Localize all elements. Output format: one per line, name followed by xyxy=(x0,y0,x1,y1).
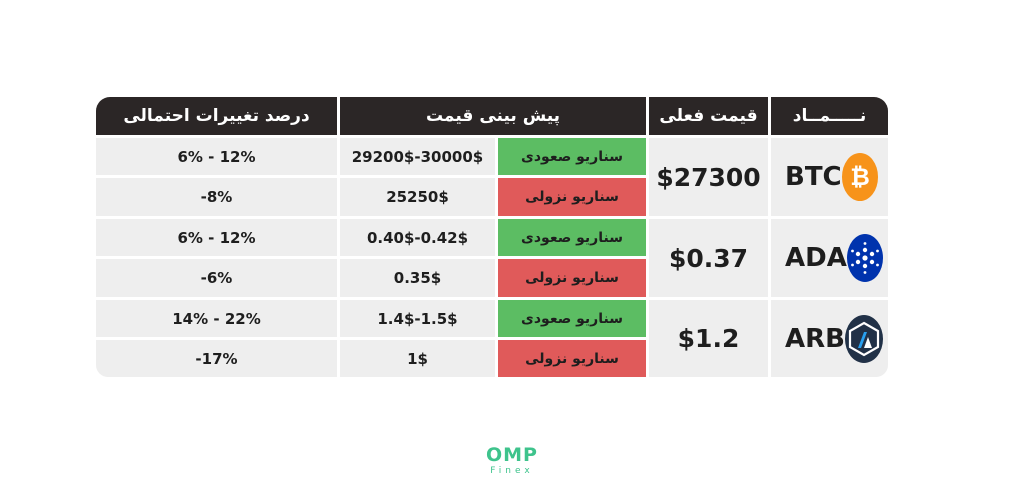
target-arb-up: 1.4$-1.5$ xyxy=(340,300,495,337)
change-arb-down: -17% xyxy=(96,340,337,377)
svg-text:₿: ₿ xyxy=(850,163,870,191)
change-ada-down: -6% xyxy=(96,259,337,297)
change-ada-up: 6% - 12% xyxy=(96,219,337,256)
scenario-bullish-arb: سناریو صعودی xyxy=(498,300,646,337)
symbol-cell-arb: ARB xyxy=(771,300,888,377)
symbol-text: ADA xyxy=(785,243,847,273)
target-arb-down: 1$ xyxy=(340,340,495,377)
omp-finex-logo: OMP Finex xyxy=(472,444,552,480)
logo-sub-text: Finex xyxy=(490,466,534,476)
symbol-text: BTC xyxy=(785,162,842,192)
symbol-cell-btc: BTC ₿ xyxy=(771,138,888,216)
header-forecast-label: پیش بینی قیمت xyxy=(425,106,561,126)
scenario-bearish-ada: سناریو نزولی xyxy=(498,259,646,297)
change-btc-down: -8% xyxy=(96,178,337,216)
header-current-price: قیمت فعلی xyxy=(649,97,768,135)
price-ada: $0.37 xyxy=(649,219,768,297)
header-forecast: پیش بینی قیمت xyxy=(340,97,646,135)
logo-main-text: OMP xyxy=(486,444,538,466)
bitcoin-icon: ₿ xyxy=(841,153,878,201)
cardano-icon xyxy=(846,234,883,282)
change-arb-up: 14% - 22% xyxy=(96,300,337,337)
header-current-price-label: قیمت فعلی xyxy=(659,106,758,126)
header-symbol-label: نـــــمــاد xyxy=(792,106,867,126)
header-change: درصد تغییرات احتمالی xyxy=(96,97,337,135)
target-btc-up: 29200$-30000$ xyxy=(340,138,495,175)
scenario-bearish-btc: سناریو نزولی xyxy=(498,178,646,216)
scenario-bullish-ada: سناریو صعودی xyxy=(498,219,646,256)
arbitrum-icon xyxy=(844,314,883,363)
symbol-text: ARB xyxy=(785,323,845,354)
target-ada-down: 0.35$ xyxy=(340,259,495,297)
price-btc: $27300 xyxy=(649,138,768,216)
header-change-label: درصد تغییرات احتمالی xyxy=(123,106,310,126)
change-btc-up: 6% - 12% xyxy=(96,138,337,175)
target-ada-up: 0.40$-0.42$ xyxy=(340,219,495,256)
header-symbol: نـــــمــاد xyxy=(771,97,888,135)
price-arb: $1.2 xyxy=(649,300,768,377)
symbol-cell-ada: ADA xyxy=(771,219,888,297)
scenario-bearish-arb: سناریو نزولی xyxy=(498,340,646,377)
scenario-bullish-btc: سناریو صعودی xyxy=(498,138,646,175)
target-btc-down: 25250$ xyxy=(340,178,495,216)
